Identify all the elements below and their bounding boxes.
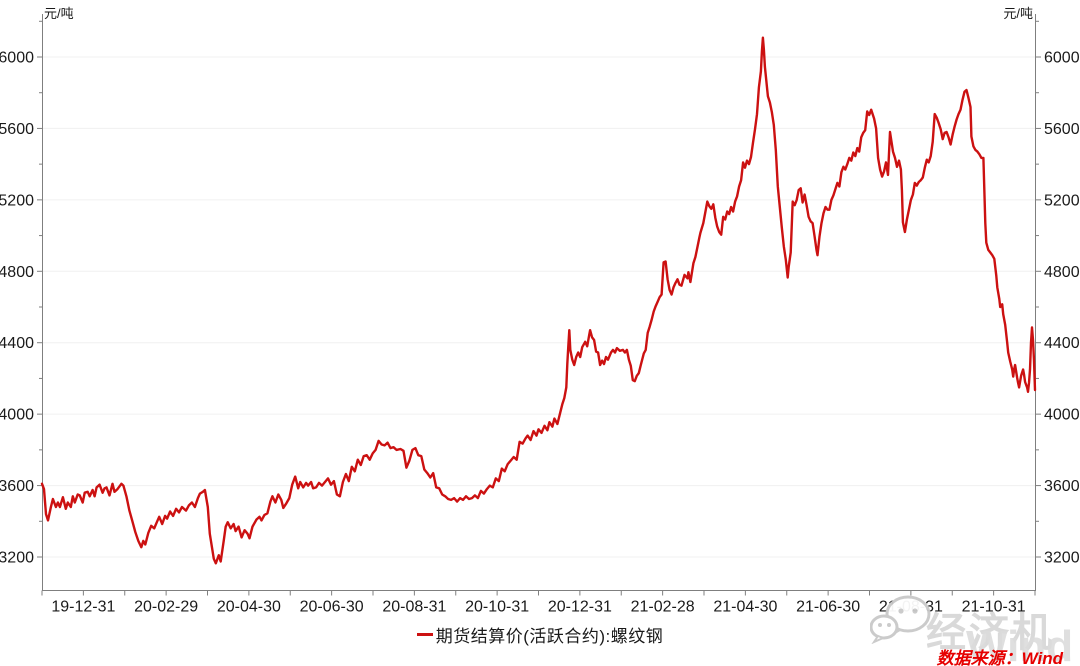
axis-tick-label: 21-02-28 (631, 599, 695, 616)
axis-tick-label: 20-10-31 (465, 599, 529, 616)
axis-tick-label: 5600 (0, 121, 34, 138)
axis-tick-label: 3200 (0, 550, 34, 567)
axis-tick-label: 4400 (0, 335, 34, 352)
data-source-label: 数据来源：Wind (936, 649, 1063, 666)
axis-tick-label: 19-12-31 (51, 599, 115, 616)
axis-tick-label: 21-10-31 (962, 599, 1026, 616)
gridlines (42, 56, 1035, 558)
axis-tick-label: 4800 (0, 264, 34, 281)
price-line-rebar-futures (40, 36, 1037, 565)
axis-tick-label: 20-08-31 (382, 599, 446, 616)
axis-tick-label: 3600 (1044, 478, 1080, 495)
axis-tick-label: 20-12-31 (548, 599, 612, 616)
axis-tick-label: 20-02-29 (134, 599, 198, 616)
axis-tick-label: 4000 (0, 407, 34, 424)
axis-tick-label: 21-06-30 (796, 599, 860, 616)
axis-tick-label: 4800 (1044, 264, 1080, 281)
axis-tick-label: 3200 (1044, 550, 1080, 567)
axis-tick-label: 元/吨 (44, 6, 74, 21)
axis-labels: 6000 6000 5600 5600 5200 5200 4800 4800 4400 4400… (0, 6, 1080, 616)
axis-tick-label: 4000 (1044, 407, 1080, 424)
axes (37, 14, 1041, 596)
axis-tick-label: 20-06-30 (300, 599, 364, 616)
axis-tick-label: 21-04-30 (713, 599, 777, 616)
axis-tick-label: 3600 (0, 478, 34, 495)
wechat-bubbles-icon (870, 595, 931, 644)
legend-series-label: 期货结算价(活跃合约):螺纹钢 (435, 627, 664, 646)
axis-tick-label: 6000 (0, 50, 34, 67)
axis-tick-label: 4400 (1044, 335, 1080, 352)
axis-tick-label: 元/吨 (1003, 6, 1033, 21)
axis-tick-label: 5200 (0, 192, 34, 209)
axis-tick-label: 5600 (1044, 121, 1080, 138)
legend: 期货结算价(活跃合约):螺纹钢 (0, 622, 1080, 647)
watermark-wind-text: Wind (966, 622, 1074, 666)
price-series (40, 36, 1037, 565)
legend-line-swatch (416, 633, 433, 636)
watermark-brand-text: 经济机器 (926, 611, 1055, 655)
axis-tick-label: 5200 (1044, 192, 1080, 209)
axis-tick-label: 6000 (1044, 50, 1080, 67)
axis-tick-label: 20-04-30 (217, 599, 281, 616)
